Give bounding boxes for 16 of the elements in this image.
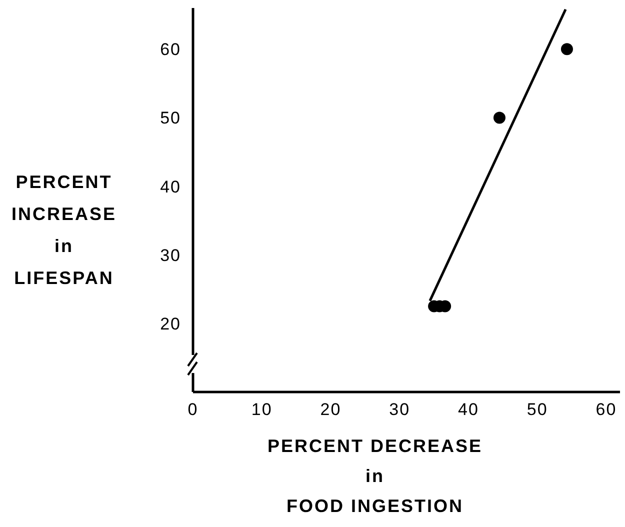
x-tick-label: 10: [251, 400, 272, 419]
y-tick-label: 50: [160, 108, 181, 128]
y-axis-title: PERCENT INCREASE in LIFESPAN: [11, 172, 117, 288]
x-tick-label: 30: [389, 400, 410, 419]
y-tick-label: 40: [160, 177, 181, 196]
y-tick-label: 60: [160, 40, 181, 60]
x-tick-label: 40: [458, 400, 479, 419]
x-axis-title: PERCENT DECREASE in FOOD INGESTION: [267, 436, 483, 516]
x-tick-label: 60: [596, 400, 617, 419]
x-tick-label: 50: [526, 400, 548, 419]
point: [493, 112, 506, 124]
x-tick-label: 0: [188, 400, 198, 419]
y-tick-label: 30: [160, 246, 181, 265]
point: [560, 43, 573, 56]
y-tick-label: 20: [160, 314, 181, 334]
x-tick-label: 20: [320, 400, 342, 419]
